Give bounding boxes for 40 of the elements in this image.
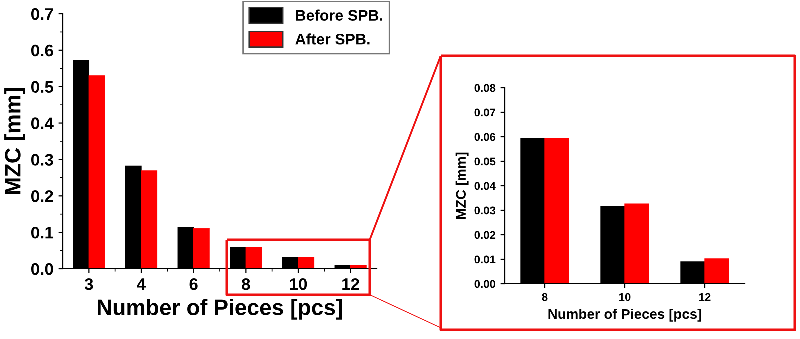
x-tick-label: 12 xyxy=(700,293,711,302)
y-tick-label: 0.7 xyxy=(31,8,54,20)
bar xyxy=(624,204,650,284)
y-tick-label: 0.4 xyxy=(31,118,54,130)
y-tick-label: 0.06 xyxy=(474,133,496,142)
y-tick-label: 0.00 xyxy=(474,280,496,288)
bar xyxy=(544,138,570,284)
x-tick-label: 4 xyxy=(137,278,146,290)
bar xyxy=(193,228,210,269)
bar xyxy=(141,170,158,269)
y-tick-label: 0.05 xyxy=(474,158,496,166)
y-tick-label: 0.02 xyxy=(474,231,496,240)
legend-label: Before SPB. xyxy=(296,10,382,22)
x-tick-label: 10 xyxy=(290,278,308,290)
y-tick-label: 0.08 xyxy=(474,84,496,92)
y-tick-label: 0.04 xyxy=(474,182,496,190)
x-tick-label: 6 xyxy=(190,278,198,290)
y-tick-label: 0.2 xyxy=(31,190,54,202)
y-tick-label: 0.1 xyxy=(31,226,54,239)
bar xyxy=(704,258,730,284)
x-tick-label: 12 xyxy=(342,278,360,290)
bar xyxy=(88,76,106,269)
y-tick-label: 0.5 xyxy=(31,81,54,94)
y-tick-label: 0.03 xyxy=(474,206,496,215)
y-tick-label: 0.01 xyxy=(474,256,496,264)
legend-label: After SPB. xyxy=(296,34,370,45)
y-tick-label: 0.3 xyxy=(31,154,54,166)
bar xyxy=(246,247,262,269)
y-axis-title: MZC [mm] xyxy=(4,88,26,194)
x-tick-label: 8 xyxy=(542,293,548,302)
x-axis-title: Number of Pieces [pcs] xyxy=(98,299,342,320)
x-tick-label: 3 xyxy=(84,278,94,290)
x-tick-label: 10 xyxy=(620,293,631,302)
y-tick-label: 0.6 xyxy=(31,44,54,57)
y-tick-label: 0.07 xyxy=(474,108,496,117)
x-tick-label: 8 xyxy=(242,278,250,290)
y-axis-title: MZC [mm] xyxy=(456,152,469,220)
y-tick-label: 0.0 xyxy=(31,263,54,276)
x-axis-title: Number of Pieces [pcs] xyxy=(548,308,702,322)
bar xyxy=(298,256,315,269)
